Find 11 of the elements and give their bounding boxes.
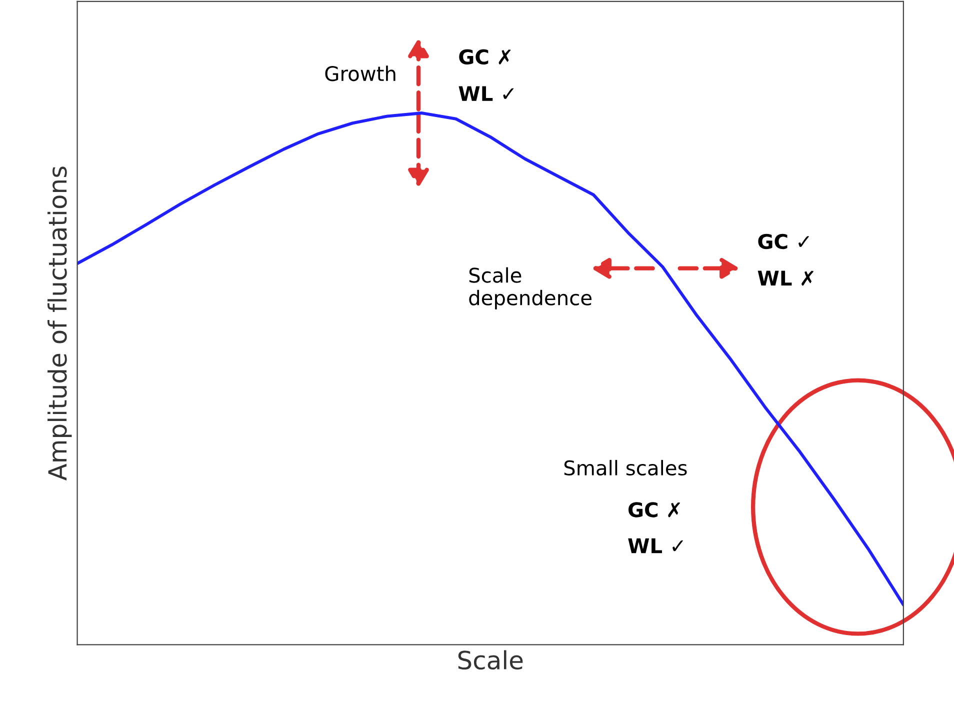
annotation: Small scales — [564, 460, 687, 476]
annotation: WL ✓ — [628, 538, 683, 554]
text: GC ✗ — [459, 49, 511, 64]
annotation: WL ✗ — [758, 270, 814, 286]
text: Growth — [325, 66, 396, 82]
annotation: Scale dependence — [469, 267, 592, 310]
annotation: GC ✓ — [758, 234, 809, 250]
x-axis-title: Scale — [458, 650, 523, 670]
annotation: GC ✗ — [628, 502, 680, 518]
y-axis-title: Amplitude of fluctuations — [48, 166, 72, 480]
text: WL ✓ — [458, 86, 514, 101]
